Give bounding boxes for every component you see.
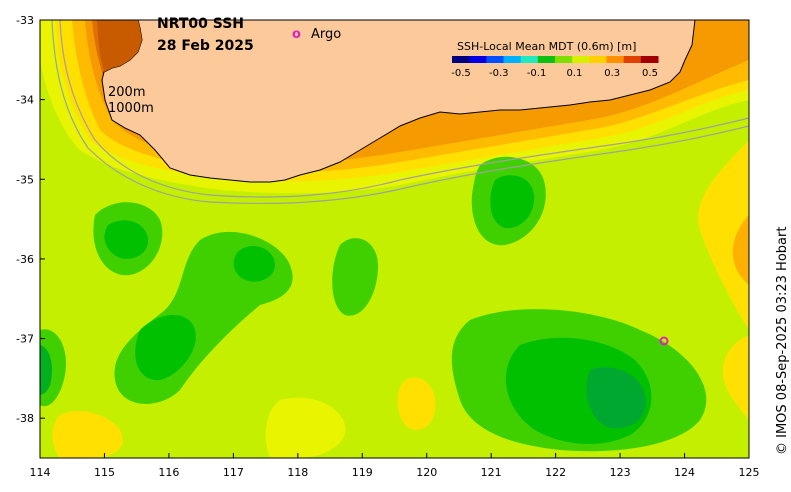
y-tick-label: -38 (16, 412, 34, 425)
colorbar-swatch (640, 56, 659, 63)
x-tick-label: 122 (545, 466, 566, 479)
argo-legend-label: Argo (311, 27, 341, 42)
x-tick-label: 119 (352, 466, 373, 479)
x-tick-label: 115 (94, 466, 115, 479)
credit-text: © IMOS 08-Sep-2025 03:23 Hobart (775, 226, 790, 455)
y-tick-label: -34 (16, 94, 34, 107)
colorbar-tick-label: -0.1 (527, 68, 547, 79)
y-tick-label: -36 (16, 253, 34, 266)
x-tick-label: 114 (30, 466, 51, 479)
colorbar-swatch (520, 56, 539, 63)
colorbar-title: SSH-Local Mean MDT (0.6m) [m] (457, 40, 636, 53)
colorbar-ticks: -0.5 -0.3 -0.1 0.1 0.3 0.5 (451, 68, 658, 79)
colorbar-swatch (555, 56, 573, 63)
map-date: 28 Feb 2025 (157, 38, 254, 54)
colorbar-tick-label: 0.1 (566, 68, 582, 79)
colorbar-swatch (486, 56, 504, 63)
colorbar-tick-label: 0.5 (642, 68, 658, 79)
colorbar-tick-label: 0.3 (604, 68, 620, 79)
x-tick-label: 116 (158, 466, 179, 479)
colorbar-swatch (623, 56, 642, 63)
map-title: NRT00 SSH (157, 16, 245, 32)
contour-label-200m: 200m (108, 85, 145, 100)
x-tick-label: 124 (674, 466, 695, 479)
x-tick-label: 121 (481, 466, 502, 479)
y-axis: -33 -34 -35 -36 -37 -38 (16, 14, 45, 425)
argo-legend-symbol: o (292, 27, 301, 42)
colorbar-tick-label: -0.5 (451, 68, 471, 79)
colorbar-swatches (452, 56, 659, 63)
x-tick-label: 117 (223, 466, 244, 479)
colorbar-swatch (572, 56, 590, 63)
x-tick-label: 125 (739, 466, 760, 479)
colorbar: SSH-Local Mean MDT (0.6m) [m] -0.5 -0.3 -0… (451, 40, 659, 79)
x-tick-label: 120 (416, 466, 437, 479)
colorbar-tick-label: -0.3 (489, 68, 509, 79)
x-tick-label: 123 (610, 466, 631, 479)
y-tick-label: -33 (16, 14, 34, 27)
x-axis: 114 115 116 117 118 119 120 121 122 123 124 125 (30, 453, 760, 479)
colorbar-swatch (537, 56, 556, 63)
x-tick-label: 118 (287, 466, 308, 479)
colorbar-swatch (469, 56, 487, 63)
colorbar-swatch (606, 56, 625, 63)
plot-frame (39, 19, 750, 459)
colorbar-swatch (452, 56, 470, 63)
y-tick-label: -35 (16, 173, 34, 186)
colorbar-swatch (589, 56, 607, 63)
contour-200m (59, 19, 750, 198)
y-tick-label: -37 (16, 333, 34, 346)
argo-float-marker (659, 336, 669, 346)
contour-label-1000m: 1000m (108, 101, 154, 116)
contour-1000m (51, 19, 750, 205)
colorbar-swatch (503, 56, 522, 63)
